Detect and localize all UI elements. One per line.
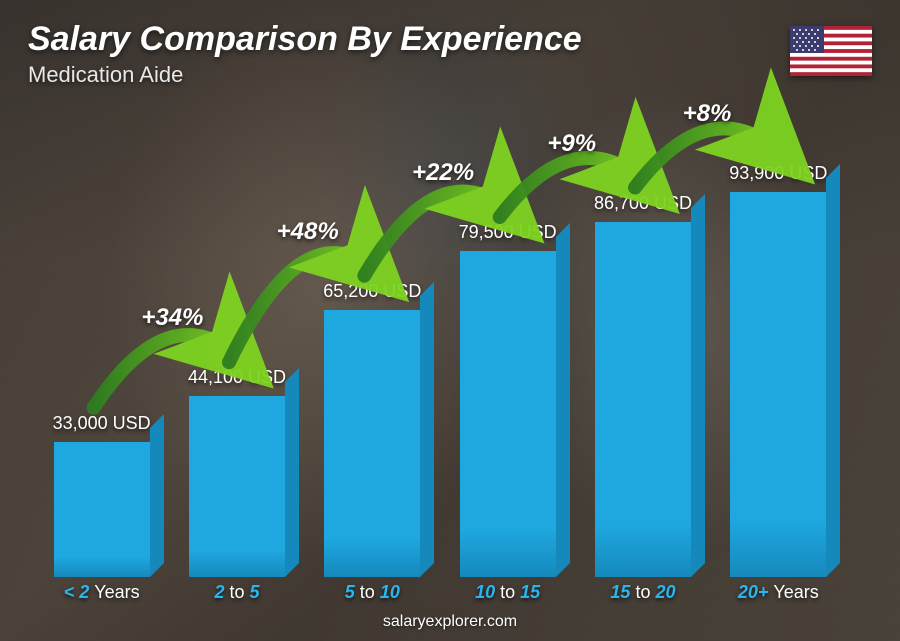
bar-value-label: 33,000 USD xyxy=(53,413,151,434)
bar-chart: 33,000 USD 44,100 USD 65,200 USD 79,500 … xyxy=(34,77,846,577)
x-axis-label: 2 to 5 xyxy=(169,582,304,603)
bar-value-label: 86,700 USD xyxy=(594,193,692,214)
x-axis-label: 20+ Years xyxy=(711,582,846,603)
bar-3d xyxy=(54,442,150,577)
bar-3d xyxy=(324,310,420,577)
bar-slot: 65,200 USD xyxy=(305,77,440,577)
chart-title: Salary Comparison By Experience xyxy=(28,20,582,59)
bar-slot: 93,900 USD xyxy=(711,77,846,577)
x-axis-label: 15 to 20 xyxy=(575,582,710,603)
bars-row: 33,000 USD 44,100 USD 65,200 USD 79,500 … xyxy=(34,77,846,577)
us-flag-icon xyxy=(790,26,872,76)
bar-3d xyxy=(460,251,556,577)
bar-slot: 79,500 USD xyxy=(440,77,575,577)
bar-slot: 44,100 USD xyxy=(169,77,304,577)
bar-value-label: 93,900 USD xyxy=(729,163,827,184)
bar-value-label: 44,100 USD xyxy=(188,367,286,388)
bar-value-label: 79,500 USD xyxy=(459,222,557,243)
x-axis: < 2 Years2 to 55 to 1010 to 1515 to 2020… xyxy=(34,582,846,603)
bar-slot: 86,700 USD xyxy=(575,77,710,577)
x-axis-label: 5 to 10 xyxy=(305,582,440,603)
infographic-container: Salary Comparison By Experience Medicati… xyxy=(0,0,900,641)
bar-3d xyxy=(595,222,691,577)
bar-slot: 33,000 USD xyxy=(34,77,169,577)
bar-3d xyxy=(730,192,826,577)
bar-value-label: 65,200 USD xyxy=(323,281,421,302)
x-axis-label: 10 to 15 xyxy=(440,582,575,603)
x-axis-label: < 2 Years xyxy=(34,582,169,603)
footer-attribution: salaryexplorer.com xyxy=(0,613,900,631)
bar-3d xyxy=(189,396,285,577)
